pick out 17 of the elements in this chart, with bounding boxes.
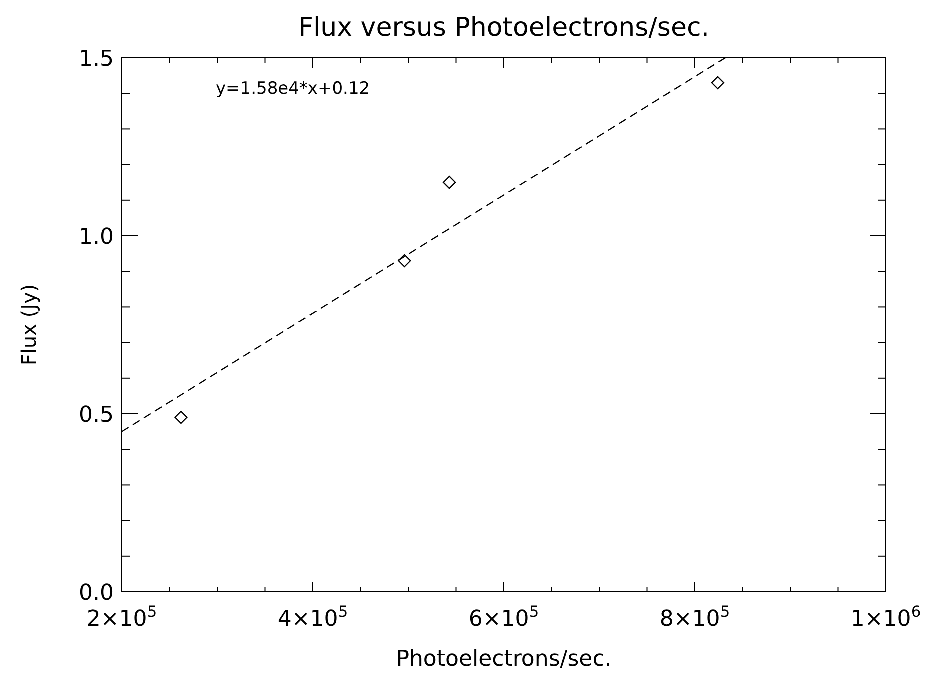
y-tick-label: 0.0 — [79, 581, 114, 606]
point — [442, 176, 456, 190]
y-tick-label: 1.5 — [79, 47, 114, 72]
x-tick-label: 2×10$^{5}$ — [86, 603, 158, 632]
x-tick-label: 8×10$^{5}$ — [660, 603, 730, 632]
annotation: y=1.58e4*x+0.12 — [216, 79, 370, 99]
point — [398, 254, 412, 268]
y-axis-title: Flux (Jy) — [17, 284, 41, 366]
chart-title: Flux versus Photoelectrons/sec. — [298, 13, 710, 43]
point — [711, 76, 725, 90]
x-tick-label: 1×10$^{6}$ — [850, 603, 922, 632]
x-tick-label: 6×10$^{5}$ — [468, 603, 540, 632]
x-tick-label: 4×10$^{5}$ — [278, 603, 348, 632]
y-tick-label: 1.0 — [79, 225, 114, 250]
y-tick-label: 0.5 — [79, 403, 114, 428]
x-axis-title: Photoelectrons/sec. — [396, 647, 612, 672]
point — [174, 410, 188, 424]
